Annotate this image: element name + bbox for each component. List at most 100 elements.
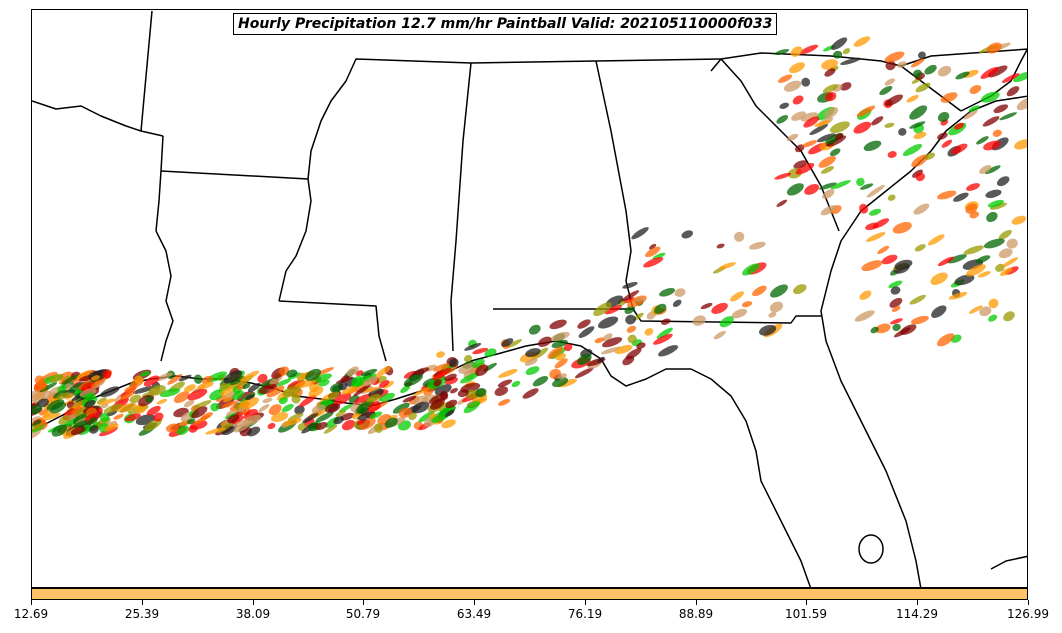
- precip-blob: [976, 136, 989, 145]
- precip-blob: [602, 333, 613, 342]
- precip-blob: [460, 372, 480, 384]
- precip-blob: [968, 305, 983, 314]
- precip-blob: [472, 347, 489, 355]
- precip-blob: [338, 381, 348, 391]
- precip-blob: [955, 71, 970, 80]
- precip-blob: [176, 425, 190, 436]
- precip-blob: [871, 116, 884, 126]
- precip-blob: [800, 112, 818, 122]
- precip-blob: [96, 397, 107, 404]
- precip-blob: [801, 77, 811, 87]
- precip-blob: [294, 405, 305, 415]
- precip-blob: [594, 337, 605, 344]
- precip-blob: [484, 348, 497, 358]
- precip-blob: [891, 306, 901, 312]
- colorbar-tick-mark: [142, 600, 143, 605]
- precip-blob: [987, 199, 1004, 208]
- precip-blob: [914, 244, 926, 252]
- precip-blob: [155, 372, 173, 381]
- precip-blob: [626, 325, 637, 333]
- precip-blob: [730, 291, 744, 302]
- precip-blob: [979, 306, 992, 317]
- precip-blob: [631, 227, 649, 240]
- colorbar-tick-label: 50.79: [345, 607, 381, 621]
- precip-blob: [911, 154, 929, 168]
- precip-blob: [227, 414, 240, 424]
- precip-blob: [951, 143, 968, 155]
- precip-blob: [809, 123, 828, 136]
- state-border-mississippi-louisiana: [278, 300, 387, 362]
- colorbar-tick-label: 63.49: [456, 607, 492, 621]
- precip-blob: [183, 399, 195, 408]
- colorbar-tick-mark: [696, 600, 697, 605]
- precip-blob: [1001, 257, 1019, 268]
- precip-blob: [980, 91, 1000, 103]
- precip-blob: [551, 339, 568, 349]
- precip-blob: [557, 373, 567, 380]
- precip-blob: [87, 417, 98, 425]
- precip-blob: [889, 297, 903, 308]
- precip-blob: [140, 370, 151, 377]
- precip-blob: [276, 378, 291, 387]
- precip-blob: [441, 419, 456, 429]
- precip-blob: [429, 393, 448, 405]
- precip-blob: [384, 417, 398, 428]
- precip-blob: [623, 297, 635, 304]
- precip-blob: [654, 303, 667, 315]
- precip-blob: [134, 375, 144, 385]
- precip-blob: [768, 311, 777, 318]
- precip-blob: [315, 421, 328, 431]
- precip-blob: [986, 211, 998, 223]
- precip-blob: [931, 305, 947, 318]
- precip-blob: [98, 398, 116, 406]
- precip-blob: [913, 131, 927, 140]
- precip-blob: [937, 132, 948, 140]
- precip-blob: [432, 367, 452, 381]
- precip-blob: [412, 386, 432, 397]
- precip-blob: [498, 368, 518, 378]
- precip-blob: [977, 271, 991, 278]
- precip-blob: [719, 316, 734, 328]
- precip-blob: [645, 246, 661, 258]
- colorbar-tick-mark: [585, 600, 586, 605]
- precip-blob: [315, 411, 334, 423]
- precip-blob: [941, 139, 953, 148]
- precip-blob: [53, 389, 67, 399]
- precip-blob: [656, 327, 673, 339]
- precip-blob: [791, 111, 806, 121]
- colorbar-tick-mark: [253, 600, 254, 605]
- precip-blob: [50, 401, 67, 414]
- precip-blob: [658, 345, 679, 357]
- map-canvas: [32, 10, 1027, 587]
- precip-blob: [593, 302, 612, 317]
- state-border-georgia-south-carolina: [720, 58, 840, 232]
- precip-blob: [382, 380, 394, 389]
- precip-blob: [649, 243, 657, 250]
- colorbar-tick-label: 101.59: [785, 607, 827, 621]
- precip-blob: [1006, 238, 1018, 249]
- precip-blob: [1006, 86, 1020, 97]
- precip-blob: [897, 61, 907, 68]
- precip-blob: [937, 333, 955, 347]
- precip-blob: [774, 48, 790, 56]
- precip-blob: [759, 324, 777, 336]
- precip-blob: [909, 294, 926, 305]
- precip-blob: [988, 298, 999, 309]
- precip-blob: [120, 390, 136, 400]
- state-border-tennessee: [307, 58, 722, 180]
- precip-blob: [983, 140, 1001, 151]
- precip-blob: [984, 165, 1001, 175]
- precip-blob: [713, 330, 726, 340]
- precip-blob: [511, 380, 521, 388]
- precip-blob: [660, 318, 671, 325]
- precip-blob: [859, 290, 872, 300]
- precip-blob: [963, 109, 978, 120]
- precip-blob: [532, 375, 549, 387]
- precip-blob: [795, 162, 815, 175]
- precip-blob: [769, 301, 784, 313]
- precip-blob: [824, 107, 839, 119]
- precip-blob: [822, 189, 835, 200]
- precip-blob: [197, 381, 214, 390]
- precip-blob: [193, 374, 203, 384]
- precip-blob: [910, 58, 925, 68]
